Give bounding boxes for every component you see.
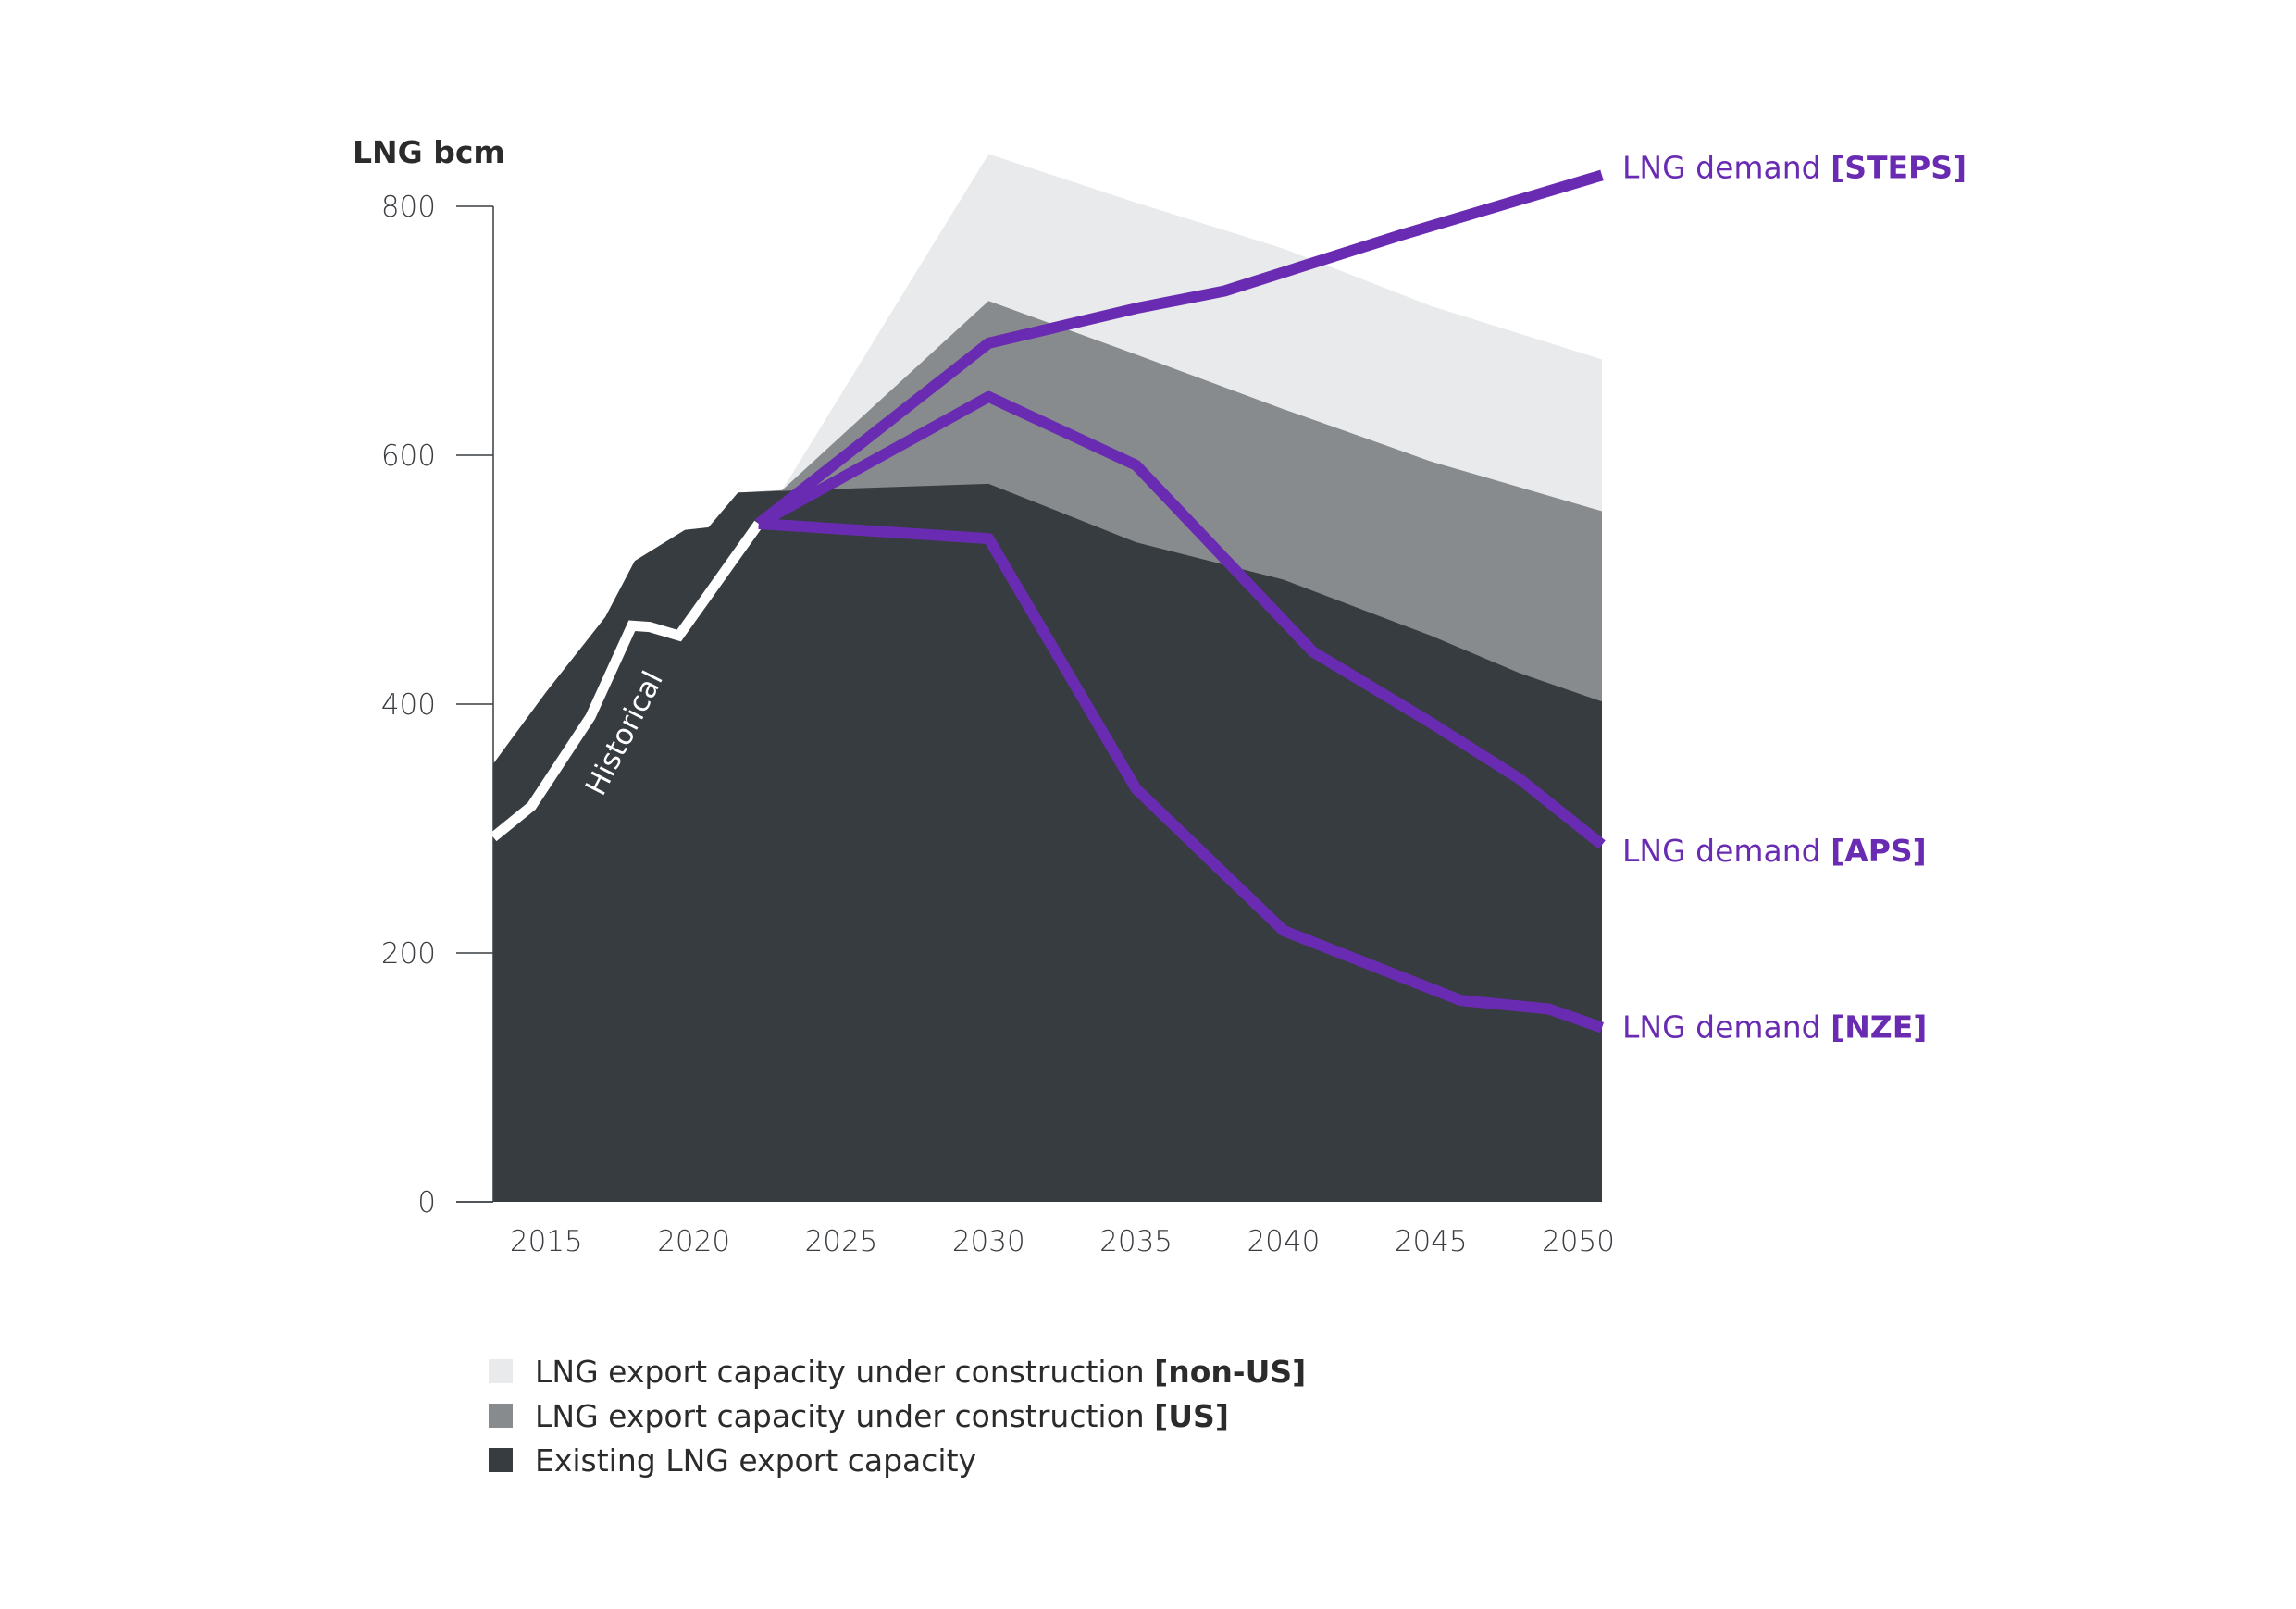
nze-demand-line (758, 518, 1604, 1033)
legend-swatch (489, 1404, 513, 1428)
y-ticks: 0 200 400 600 800 (381, 191, 493, 1219)
x-tick-label: 2050 (1542, 1225, 1615, 1258)
demand-lines (755, 169, 1606, 1033)
y-tick-label: 600 (381, 439, 436, 473)
legend-label: Existing LNG export capacity (535, 1442, 976, 1479)
x-tick-label: 2045 (1395, 1225, 1468, 1258)
legend-item-non-us: LNG export capacity under construction [… (489, 1349, 1306, 1393)
steps-label: LNG demand [STEPS] (1622, 149, 1967, 185)
legend-label-tag: [US] (1154, 1397, 1229, 1434)
legend-swatch (489, 1448, 513, 1472)
y-tick-label: 200 (381, 937, 436, 971)
y-tick-label: 0 (417, 1186, 436, 1219)
legend-label-text: Existing LNG export capacity (535, 1442, 977, 1479)
steps-demand-line (755, 169, 1604, 528)
legend-label-text: LNG export capacity under construction (535, 1353, 1155, 1390)
y-axis-unit-label: LNG bcm (353, 134, 505, 170)
legend-item-existing: Existing LNG export capacity (489, 1438, 1306, 1482)
legend-swatch (489, 1359, 513, 1383)
x-ticks: 2015 2020 2025 2030 2035 2040 2045 2050 (510, 1225, 1615, 1258)
nze-label: LNG demand [NZE] (1622, 1009, 1927, 1046)
aps-demand-line (755, 390, 1606, 849)
legend-label-tag: [non-US] (1154, 1353, 1307, 1390)
x-tick-label: 2025 (805, 1225, 878, 1258)
historical-series-line (490, 520, 763, 842)
x-tick-label: 2030 (952, 1225, 1025, 1258)
y-tick-label: 400 (381, 688, 436, 722)
x-tick-label: 2035 (1099, 1225, 1173, 1258)
y-tick-label: 800 (381, 191, 436, 224)
legend-label: LNG export capacity under construction [… (535, 1354, 1306, 1390)
x-tick-label: 2015 (510, 1225, 583, 1258)
legend-label: LNG export capacity under construction [… (535, 1398, 1229, 1434)
demand-line-labels: LNG demand [STEPS] LNG demand [APS] LNG de… (1622, 149, 1967, 1045)
legend-item-us: LNG export capacity under construction [… (489, 1393, 1306, 1438)
aps-label: LNG demand [APS] (1622, 833, 1927, 869)
legend-label-text: LNG export capacity under construction (535, 1397, 1155, 1434)
x-tick-label: 2020 (657, 1225, 730, 1258)
legend: LNG export capacity under construction [… (489, 1349, 1306, 1482)
x-tick-label: 2040 (1247, 1225, 1320, 1258)
